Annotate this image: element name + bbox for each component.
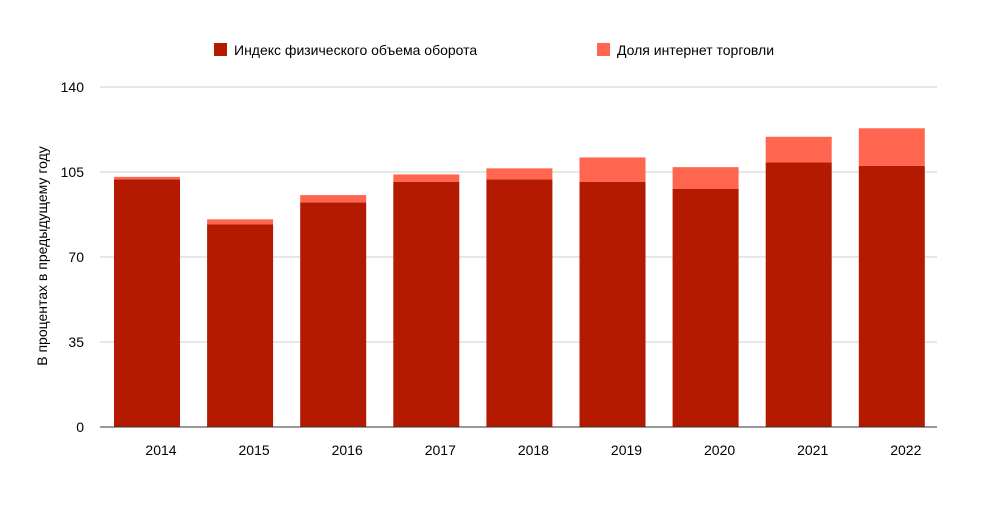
bar-segment-index — [207, 224, 274, 427]
y-axis-title: В процентах в предыдущему году — [34, 146, 50, 366]
y-tick-label: 35 — [68, 334, 84, 350]
legend: Индекс физического объема оборота Доля и… — [214, 42, 774, 58]
y-tick-label: 140 — [61, 79, 85, 95]
x-tick-label: 2022 — [890, 442, 921, 458]
y-tick-label: 105 — [61, 164, 85, 180]
bar-segment-index — [114, 179, 180, 427]
x-tick-label: 2020 — [704, 442, 735, 458]
y-tick-label: 70 — [68, 249, 84, 265]
x-tick-label: 2014 — [145, 442, 176, 458]
x-tick-label: 2018 — [518, 442, 549, 458]
bar-segment-online-share — [765, 136, 832, 163]
legend-swatch-online-share — [597, 43, 610, 56]
x-tick-label: 2017 — [425, 442, 456, 458]
legend-swatch-index — [214, 43, 227, 56]
bar-segment-online-share — [207, 219, 274, 225]
bar-segment-online-share — [672, 167, 739, 189]
bar-segment-index — [579, 181, 646, 427]
bar-segment-online-share — [858, 128, 925, 166]
bar-segment-index — [672, 189, 739, 427]
bar-segment-index — [765, 162, 832, 428]
bar-segment-index — [300, 202, 367, 427]
bar-segment-index — [393, 181, 460, 427]
bar-segment-online-share — [114, 176, 180, 180]
bar-segment-index — [486, 179, 553, 427]
y-tick-label: 0 — [76, 419, 84, 435]
x-tick-label: 2015 — [239, 442, 270, 458]
bar-segment-online-share — [579, 157, 646, 182]
legend-label-index: Индекс физического объема оборота — [234, 42, 477, 58]
y-axis-ticks: 0 35 70 105 140 — [61, 79, 85, 435]
x-tick-label: 2019 — [611, 442, 642, 458]
x-tick-label: 2021 — [797, 442, 828, 458]
bar-segment-index — [858, 165, 925, 427]
bar-segment-online-share — [300, 195, 367, 203]
x-tick-label: 2016 — [332, 442, 363, 458]
legend-label-online-share: Доля интернет торговли — [617, 42, 774, 58]
bars — [114, 128, 925, 428]
bar-segment-online-share — [393, 174, 460, 182]
bar-segment-online-share — [486, 168, 553, 180]
x-axis-ticks: 2014 2015 2016 2017 2018 2019 2020 2021 2022 — [145, 442, 921, 458]
